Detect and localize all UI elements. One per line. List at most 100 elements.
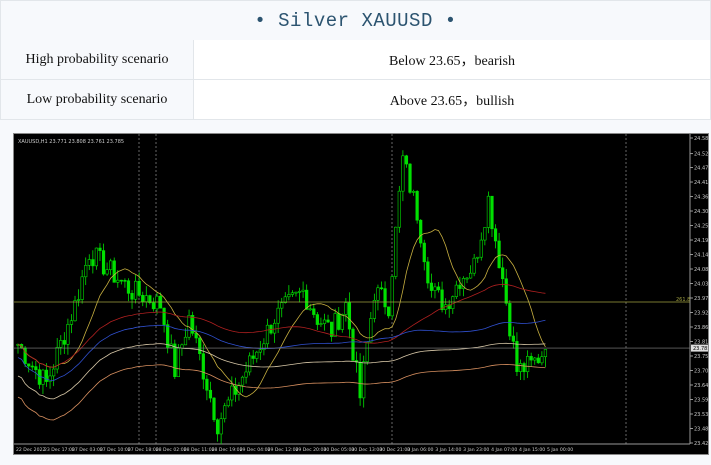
price-tick-label: 24.415 — [694, 180, 708, 186]
candle — [62, 340, 66, 345]
page-title: • Silver XAUUSD • — [0, 0, 711, 41]
candle — [312, 308, 316, 315]
candle — [330, 321, 334, 337]
candle — [543, 349, 548, 358]
candle — [155, 295, 159, 310]
price-tick-label: 24.195 — [694, 238, 708, 244]
time-tick-label: 29 Dec 04:00 — [240, 447, 271, 453]
candle — [404, 155, 409, 165]
candle — [166, 324, 170, 348]
candle — [66, 324, 70, 345]
candle — [87, 259, 91, 266]
candle — [344, 302, 348, 315]
candle — [426, 261, 430, 284]
candle — [458, 284, 462, 289]
candle — [290, 292, 295, 295]
candle — [59, 340, 63, 348]
candle — [191, 315, 195, 334]
candle — [276, 307, 280, 324]
candle — [123, 280, 127, 282]
price-tick-label: 24.470 — [694, 166, 708, 172]
tan-ma-line — [17, 342, 546, 400]
candle — [383, 288, 387, 308]
candle — [362, 361, 366, 399]
candle — [493, 228, 498, 242]
candle — [486, 195, 491, 228]
time-tick-label: 30 Dec 05:00 — [323, 447, 354, 453]
candle — [340, 314, 344, 330]
price-tick-label: 23.535 — [694, 412, 708, 418]
candle — [262, 343, 266, 351]
table-row: Low probability scenario Above 23.65，bul… — [0, 80, 711, 120]
candle — [212, 397, 216, 421]
time-tick-label: 3 Jan 23:00 — [463, 447, 489, 453]
candle — [219, 418, 223, 435]
candle — [483, 227, 487, 241]
blue-ma-line — [17, 319, 546, 381]
candle — [248, 355, 252, 373]
price-tick-label: 23.975 — [694, 296, 708, 302]
candle — [226, 399, 230, 407]
candle — [372, 300, 376, 319]
candle — [240, 376, 245, 386]
candle — [351, 328, 355, 361]
candle — [283, 296, 287, 303]
price-tick-label: 23.755 — [694, 354, 708, 360]
candle — [27, 363, 31, 367]
price-tick-label: 24.360 — [694, 195, 708, 201]
candle — [468, 272, 473, 279]
price-tick-label: 24.250 — [694, 224, 708, 230]
time-tick-label: 28 Dec 19:00 — [212, 447, 243, 453]
candle — [112, 260, 116, 283]
time-tick-label: 3 Jan 14:00 — [435, 447, 461, 453]
candle — [419, 219, 423, 244]
candle — [429, 282, 433, 291]
candle — [34, 366, 38, 370]
candle — [472, 257, 476, 274]
candle — [44, 369, 49, 382]
time-tick-label: 30 Dec 13:00 — [351, 447, 382, 453]
candle — [497, 240, 501, 269]
candle — [433, 286, 437, 291]
candle — [479, 239, 483, 258]
candle — [265, 324, 270, 345]
scenario-value: Above 23.65，bullish — [194, 80, 710, 119]
candle — [148, 295, 152, 303]
candle — [461, 278, 466, 289]
candle — [144, 295, 148, 303]
candle — [322, 319, 327, 324]
scenario-label: Low probability scenario — [1, 80, 194, 119]
candle — [326, 319, 330, 323]
candle — [536, 357, 540, 364]
time-tick-label: 30 Dec 21:00 — [379, 447, 410, 453]
price-tick-label: 24.085 — [694, 267, 708, 273]
time-tick-label: 5 Jan 00:00 — [547, 447, 573, 453]
candle — [533, 357, 537, 361]
chart-canvas: XAUUSD,H1 23.771 23.808 23.761 23.785 26… — [14, 134, 711, 453]
candle — [52, 368, 56, 377]
candle — [105, 269, 109, 275]
candle — [101, 250, 106, 275]
candle — [130, 293, 134, 300]
time-tick-label: 27 Dec 03:00 — [72, 447, 103, 453]
candle — [540, 356, 544, 364]
candle — [308, 308, 312, 311]
price-tick-label: 23.480 — [694, 427, 708, 433]
candle — [48, 375, 52, 382]
candle — [369, 318, 373, 343]
candle — [337, 313, 341, 330]
candle — [365, 341, 369, 362]
candle — [119, 279, 123, 282]
candle — [436, 286, 441, 291]
candle — [511, 335, 515, 342]
candle — [258, 349, 262, 353]
candle — [98, 247, 102, 251]
candle — [408, 163, 412, 193]
price-tick-label: 23.425 — [694, 441, 708, 447]
price-tick-label: 23.700 — [694, 369, 708, 375]
candle — [137, 280, 141, 296]
time-tick-label: 29 Dec 12:00 — [268, 447, 299, 453]
candle — [358, 361, 362, 399]
candle — [319, 323, 323, 325]
candle — [287, 294, 291, 298]
